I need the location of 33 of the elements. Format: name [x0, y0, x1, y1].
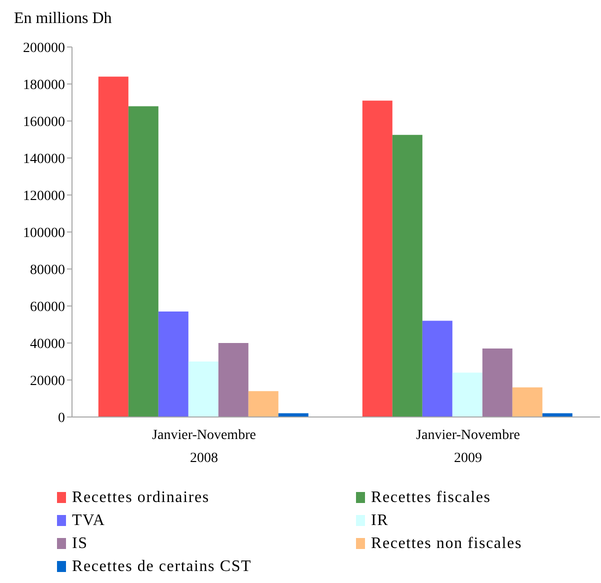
bar — [392, 134, 422, 417]
y-tick-label: 200000 — [23, 40, 65, 56]
y-tick-label: 140000 — [23, 152, 65, 167]
legend-label: Recettes fiscales — [371, 488, 491, 506]
bar — [248, 391, 278, 417]
y-tick-label: 20000 — [30, 374, 65, 389]
bar — [128, 106, 158, 417]
legend-label: IS — [72, 534, 88, 552]
bar — [452, 372, 482, 417]
legend-label: Recettes de certains CST — [72, 558, 252, 576]
bar — [158, 312, 188, 417]
bar — [362, 100, 392, 417]
legend-label: Recettes non fiscales — [371, 534, 522, 552]
x-tick-label: Janvier-Novembre 2009 — [416, 428, 520, 466]
y-tick-label: 40000 — [30, 336, 65, 352]
y-tick-label: 80000 — [30, 262, 65, 278]
legend-label: Recettes ordinaires — [72, 488, 210, 506]
bar — [98, 76, 128, 417]
bar — [512, 387, 542, 417]
bar — [218, 343, 248, 417]
bar — [482, 348, 512, 417]
y-tick-label: 60000 — [30, 300, 65, 315]
legend-label: TVA — [72, 512, 106, 530]
y-tick-label: 100000 — [23, 226, 65, 241]
bar — [422, 320, 452, 417]
x-tick-label: Janvier-Novembre 2008 — [152, 428, 256, 466]
y-axis-title: En millions Dh — [14, 10, 112, 28]
y-tick-label: 180000 — [23, 78, 65, 93]
bar — [188, 362, 218, 417]
y-tick-label: 160000 — [23, 114, 65, 130]
y-tick-label: 0 — [58, 410, 65, 426]
y-tick-label: 120000 — [23, 188, 65, 204]
legend-label: IR — [371, 512, 389, 530]
